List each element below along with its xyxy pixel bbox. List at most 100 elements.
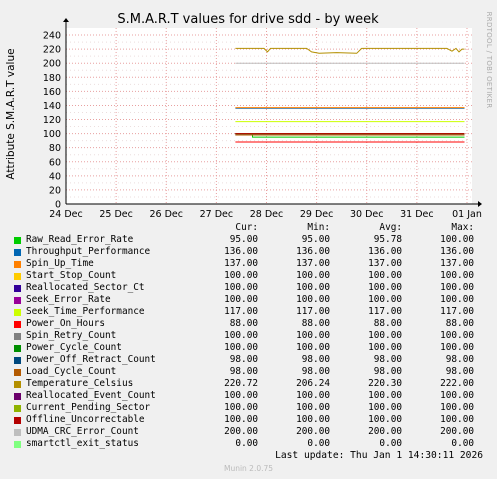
legend-min-value: 100.00	[296, 390, 330, 401]
legend-swatch	[14, 260, 21, 268]
y-tick-label: 40	[49, 171, 61, 182]
x-ticks: 24 Dec 25 Dec 26 Dec 27 Dec 28 Dec 29 Dec 30 D…	[49, 209, 482, 220]
legend-cur-value: 88.00	[229, 318, 258, 329]
legend-avg-value: 95.78	[373, 234, 402, 245]
legend-item: smartctl_exit_status 0.00 0.00 0.00 0.00	[14, 438, 482, 450]
legend-max-value: 117.00	[440, 306, 474, 317]
legend-header-max: Max:	[451, 222, 474, 233]
x-tick-label: 31 Dec	[400, 209, 434, 220]
legend-max-value: 100.00	[440, 282, 474, 293]
legend-max-value: 100.00	[440, 390, 474, 401]
legend-cur-value: 98.00	[229, 366, 258, 377]
legend-swatch	[14, 392, 21, 400]
last-update: Last update: Thu Jan 1 14:30:11 2026	[275, 450, 483, 461]
legend-label: Offline_Uncorrectable	[26, 414, 145, 425]
x-axis-arrow	[478, 201, 482, 207]
legend-min-value: 200.00	[296, 426, 330, 437]
x-tick-label: 29 Dec	[300, 209, 334, 220]
y-tick-label: 240	[43, 31, 61, 42]
legend-cur-value: 100.00	[224, 294, 258, 305]
legend-swatch	[14, 296, 21, 304]
legend-label: Power_Off_Retract_Count	[26, 354, 156, 365]
legend-label: Raw_Read_Error_Rate	[26, 234, 134, 245]
legend-item: Load_Cycle_Count 98.00 98.00 98.00 98.00	[14, 366, 482, 378]
legend-header-avg: Avg:	[379, 222, 402, 233]
legend-avg-value: 137.00	[368, 258, 402, 269]
legend-label: Throughput_Performance	[26, 246, 151, 257]
legend-min-value: 100.00	[296, 282, 330, 293]
legend-avg-value: 100.00	[368, 282, 402, 293]
x-tick-label: 30 Dec	[350, 209, 384, 220]
legend-min-value: 137.00	[296, 258, 330, 269]
x-tick-label: 28 Dec	[250, 209, 284, 220]
legend-avg-value: 100.00	[368, 414, 402, 425]
legend-max-value: 100.00	[440, 342, 474, 353]
legend-label: Power_On_Hours	[26, 318, 106, 329]
y-tick-label: 200	[43, 59, 61, 70]
legend-swatch	[14, 320, 21, 328]
x-tick-label: 24 Dec	[49, 209, 83, 220]
y-ticks: 0 20 40 60 80 100 120 140 160 180 200 220 240	[43, 31, 61, 211]
legend-cur-value: 95.00	[229, 234, 258, 245]
legend-label: Spin_Retry_Count	[26, 330, 117, 341]
legend-item: Reallocated_Event_Count 100.00 100.00 100.0…	[14, 390, 482, 402]
legend-item: Spin_Retry_Count 100.00 100.00 100.00 100.00	[14, 330, 482, 342]
legend-item: Power_On_Hours 88.00 88.00 88.00 88.00	[14, 318, 482, 330]
legend-avg-value: 117.00	[368, 306, 402, 317]
legend-item: Power_Off_Retract_Count 98.00 98.00 98.00 98…	[14, 354, 482, 366]
legend-max-value: 100.00	[440, 234, 474, 245]
legend-header-min: Min:	[307, 222, 330, 233]
legend-avg-value: 136.00	[368, 246, 402, 257]
legend-label: Start_Stop_Count	[26, 270, 117, 281]
legend-swatch	[14, 368, 21, 376]
legend-label: Seek_Time_Performance	[26, 306, 145, 317]
legend-max-value: 98.00	[445, 354, 474, 365]
legend-max-value: 0.00	[451, 438, 474, 449]
legend-min-value: 0.00	[307, 438, 330, 449]
legend-item: Start_Stop_Count 100.00 100.00 100.00 100.00	[14, 270, 482, 282]
legend-header-cur: Cur:	[235, 222, 258, 233]
legend-min-value: 100.00	[296, 330, 330, 341]
legend-min-value: 100.00	[296, 414, 330, 425]
legend-cur-value: 100.00	[224, 414, 258, 425]
legend-item: Raw_Read_Error_Rate 95.00 95.00 95.78 100.00	[14, 234, 482, 246]
legend-label: Load_Cycle_Count	[26, 366, 117, 377]
y-tick-label: 100	[43, 129, 61, 140]
legend-cur-value: 100.00	[224, 270, 258, 281]
legend-cur-value: 200.00	[224, 426, 258, 437]
legend-min-value: 117.00	[296, 306, 330, 317]
legend-min-value: 98.00	[301, 354, 330, 365]
y-tick-label: 140	[43, 101, 61, 112]
legend-max-value: 100.00	[440, 402, 474, 413]
y-tick-label: 120	[43, 115, 61, 126]
rrdtool-label: RRDTOOL / TOBI OETIKER	[485, 12, 493, 109]
legend-avg-value: 220.30	[368, 378, 402, 389]
legend-label: Reallocated_Event_Count	[26, 390, 156, 401]
legend-avg-value: 100.00	[368, 294, 402, 305]
legend-avg-value: 88.00	[373, 318, 402, 329]
x-tick-label: 25 Dec	[99, 209, 133, 220]
legend-cur-value: 220.72	[224, 378, 258, 389]
legend-cur-value: 100.00	[224, 282, 258, 293]
legend-avg-value: 98.00	[373, 366, 402, 377]
legend-cur-value: 100.00	[224, 330, 258, 341]
chart-svg: S.M.A.R.T values for drive sdd - by week…	[0, 0, 497, 222]
legend-swatch	[14, 416, 21, 424]
legend-max-value: 222.00	[440, 378, 474, 389]
y-axis-label: Attribute S.M.A.R.T value	[5, 48, 17, 179]
legend-label: Reallocated_Sector_Ct	[26, 282, 145, 293]
legend-label: Current_Pending_Sector	[26, 402, 151, 413]
legend-cur-value: 98.00	[229, 354, 258, 365]
legend-cur-value: 137.00	[224, 258, 258, 269]
legend-item: Spin_Up_Time 137.00 137.00 137.00 137.00	[14, 258, 482, 270]
legend-swatch	[14, 308, 21, 316]
legend-cur-value: 100.00	[224, 402, 258, 413]
legend-label: Temperature_Celsius	[26, 378, 134, 389]
legend-cur-value: 136.00	[224, 246, 258, 257]
legend-label: Spin_Up_Time	[26, 258, 94, 269]
legend-max-value: 100.00	[440, 330, 474, 341]
y-tick-label: 0	[55, 200, 61, 211]
legend-max-value: 98.00	[445, 366, 474, 377]
legend-avg-value: 100.00	[368, 330, 402, 341]
